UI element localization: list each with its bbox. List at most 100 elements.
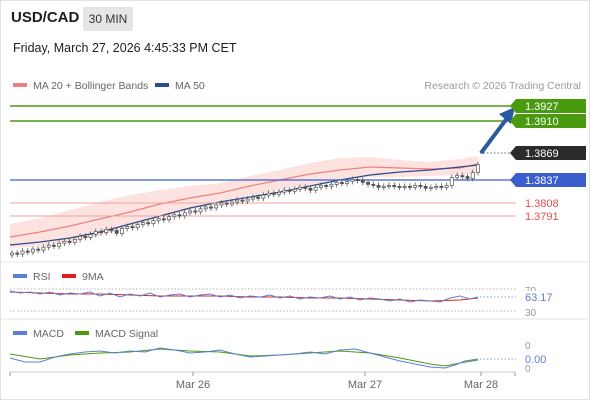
candle-body xyxy=(104,229,109,233)
candle-body xyxy=(214,204,219,209)
candle-body xyxy=(156,218,161,222)
candle-body xyxy=(418,185,423,187)
last-price-box xyxy=(516,146,586,160)
candle-body xyxy=(36,248,41,251)
candle-body xyxy=(455,175,460,178)
candle-body xyxy=(10,252,14,256)
forecast-arrow-shaft xyxy=(479,115,510,155)
candle-body xyxy=(292,188,297,192)
candle-body xyxy=(83,236,88,238)
candle-body xyxy=(20,250,25,255)
candle-body xyxy=(51,244,56,247)
level-box-2-tip xyxy=(510,114,516,128)
macd-signal-swatch xyxy=(75,331,89,336)
candle-body xyxy=(355,179,360,182)
candle-body xyxy=(261,194,266,199)
candle-body xyxy=(99,231,103,234)
candle-body xyxy=(41,246,46,251)
timeframe-button[interactable]: 30 MIN xyxy=(83,7,133,31)
level-label-4: 1.3837 xyxy=(525,175,559,187)
rsi-value-label: 63.17 xyxy=(525,292,553,304)
candle-body xyxy=(120,228,124,234)
level-box-2 xyxy=(516,114,586,128)
candle-body xyxy=(387,185,391,187)
candle-body xyxy=(209,206,213,209)
candle-body xyxy=(235,199,240,203)
candle-body xyxy=(434,185,439,188)
candle-body xyxy=(470,172,475,179)
candle-body xyxy=(161,218,166,221)
candle-body xyxy=(30,248,35,253)
candle-body xyxy=(318,185,323,188)
macd-signal-label: MACD Signal xyxy=(95,328,159,340)
rsi-ma-swatch xyxy=(62,274,76,279)
candle-body xyxy=(140,222,145,225)
datetime-label: Friday, March 27, 2026 4:45:33 PM CET xyxy=(13,41,237,55)
candle-body xyxy=(345,181,350,184)
candle-body xyxy=(376,185,381,188)
candle-body xyxy=(151,220,156,224)
ma50-swatch xyxy=(155,83,169,88)
candle-body xyxy=(188,210,192,214)
macd-value-label: 0.00 xyxy=(525,354,546,366)
candle-body xyxy=(313,186,318,191)
level-box-4-tip xyxy=(510,173,516,187)
last-price-box-tip xyxy=(510,146,516,160)
macd-value-bg xyxy=(520,353,556,365)
candle-body xyxy=(413,185,418,188)
candle-body xyxy=(350,179,355,182)
level-label-5: 1.3808 xyxy=(525,198,559,210)
macd-swatch xyxy=(13,331,27,336)
candle-body xyxy=(245,198,250,202)
candle-body xyxy=(366,182,370,185)
symbol-title: USD/CAD xyxy=(11,9,80,26)
candle-body xyxy=(224,202,229,205)
macd-upper-tick: 0 xyxy=(525,341,531,352)
legend-ma50: MA 50 xyxy=(155,80,205,92)
x-label-mar26: Mar 26 xyxy=(176,379,210,391)
candlestick-series xyxy=(10,161,480,258)
candle-body xyxy=(465,176,470,179)
level-box-1 xyxy=(516,99,586,113)
macd-lower-tick: 0 xyxy=(525,364,531,375)
level-box-4 xyxy=(516,173,586,187)
candle-body xyxy=(25,250,30,253)
rsi-ma-label: 9MA xyxy=(82,271,104,283)
candle-body xyxy=(460,175,465,178)
candle-body xyxy=(114,230,119,234)
rsi-swatch xyxy=(13,274,27,279)
candle-body xyxy=(109,229,114,232)
candle-body xyxy=(271,192,276,195)
candle-body xyxy=(407,185,412,188)
candle-body xyxy=(240,199,245,202)
candle-body xyxy=(402,185,407,188)
rsi-line xyxy=(9,290,479,303)
candle-body xyxy=(15,252,20,255)
macd-label: MACD xyxy=(33,328,64,340)
candle-body xyxy=(277,191,281,195)
level-box-1-tip xyxy=(510,99,516,113)
ma20-label: MA 20 + Bollinger Bands xyxy=(33,80,149,92)
rsi-value-bg xyxy=(520,291,560,303)
candle-body xyxy=(282,189,287,193)
candle-body xyxy=(449,177,454,186)
candle-body xyxy=(298,186,302,190)
candle-body xyxy=(57,242,62,247)
macd-signal-line xyxy=(9,348,479,367)
candle-body xyxy=(360,180,365,183)
candle-body xyxy=(125,226,130,229)
legend-macd-signal: MACD Signal xyxy=(75,328,158,340)
candle-body xyxy=(88,234,93,238)
macd-line xyxy=(9,347,479,369)
level-label-1: 1.3927 xyxy=(525,101,559,113)
candle-body xyxy=(423,185,428,189)
candle-body xyxy=(250,196,255,200)
legend-ma20: MA 20 + Bollinger Bands xyxy=(13,80,148,92)
candle-body xyxy=(182,212,187,217)
candle-body xyxy=(78,236,83,240)
level-label-2: 1.3910 xyxy=(525,116,559,128)
candle-body xyxy=(266,192,271,196)
legend-rsi-ma: 9MA xyxy=(62,271,104,283)
candle-body xyxy=(392,185,397,187)
